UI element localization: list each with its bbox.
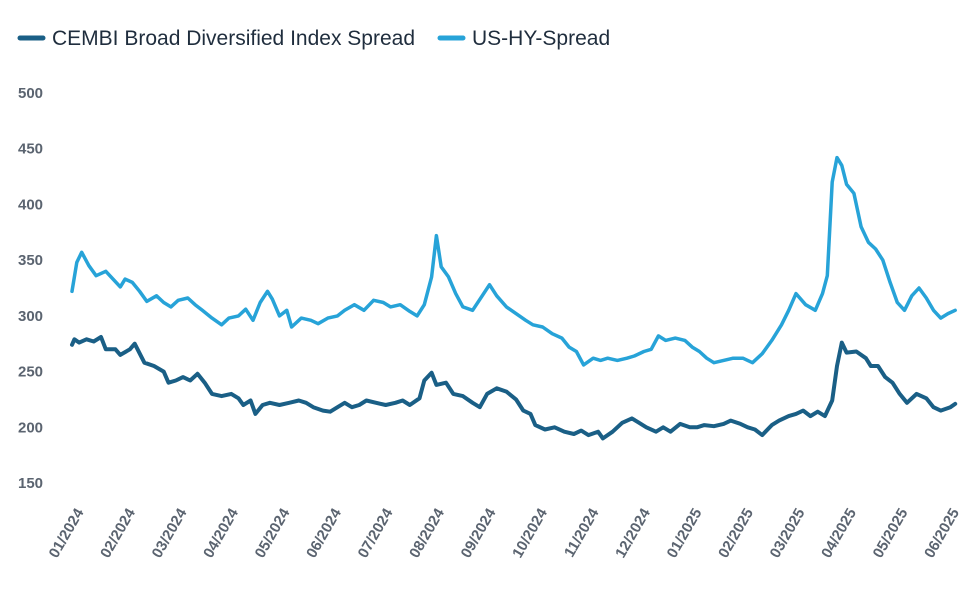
series-lines bbox=[70, 155, 958, 441]
legend: CEMBI Broad Diversified Index Spread US-… bbox=[17, 27, 610, 50]
x-tick-label: 12/2024 bbox=[612, 505, 654, 561]
y-tick-label: 500 bbox=[18, 85, 43, 102]
x-tick-label: 10/2024 bbox=[509, 505, 551, 561]
y-tick-label: 400 bbox=[18, 196, 43, 213]
x-tick-label: 05/2025 bbox=[870, 506, 912, 561]
y-axis: 500 450 400 350 300 250 200 150 bbox=[18, 85, 43, 492]
x-tick-label: 06/2025 bbox=[921, 506, 963, 561]
y-tick-label: 300 bbox=[18, 308, 43, 325]
y-tick-label: 450 bbox=[18, 141, 43, 158]
x-tick-label: 04/2024 bbox=[200, 505, 242, 561]
legend-label-us-hy: US-HY-Spread bbox=[472, 27, 610, 50]
series-line-us-hy bbox=[70, 155, 957, 367]
x-tick-label: 02/2024 bbox=[97, 505, 139, 561]
x-tick-label: 04/2025 bbox=[818, 506, 860, 561]
x-tick-label: 03/2024 bbox=[149, 505, 191, 561]
x-tick-label: 08/2024 bbox=[406, 505, 448, 561]
series-line-cembi bbox=[70, 335, 958, 441]
x-tick-label: 07/2024 bbox=[355, 505, 397, 561]
x-tick-label: 06/2024 bbox=[303, 505, 345, 561]
x-tick-label: 02/2025 bbox=[715, 506, 757, 561]
x-axis: 01/2024 02/2024 03/2024 04/2024 05/2024 06/20… bbox=[46, 505, 963, 561]
x-tick-label: 05/2024 bbox=[252, 505, 294, 561]
x-tick-label: 09/2024 bbox=[458, 505, 500, 561]
y-tick-label: 350 bbox=[18, 252, 43, 269]
legend-label-cembi: CEMBI Broad Diversified Index Spread bbox=[52, 27, 415, 50]
x-tick-label: 01/2024 bbox=[46, 505, 88, 561]
x-tick-label: 01/2025 bbox=[664, 506, 706, 561]
y-tick-label: 200 bbox=[18, 419, 43, 436]
x-tick-label: 03/2025 bbox=[767, 506, 809, 561]
x-tick-label: 11/2024 bbox=[561, 505, 603, 560]
y-tick-label: 150 bbox=[18, 475, 43, 492]
y-tick-label: 250 bbox=[18, 364, 43, 381]
